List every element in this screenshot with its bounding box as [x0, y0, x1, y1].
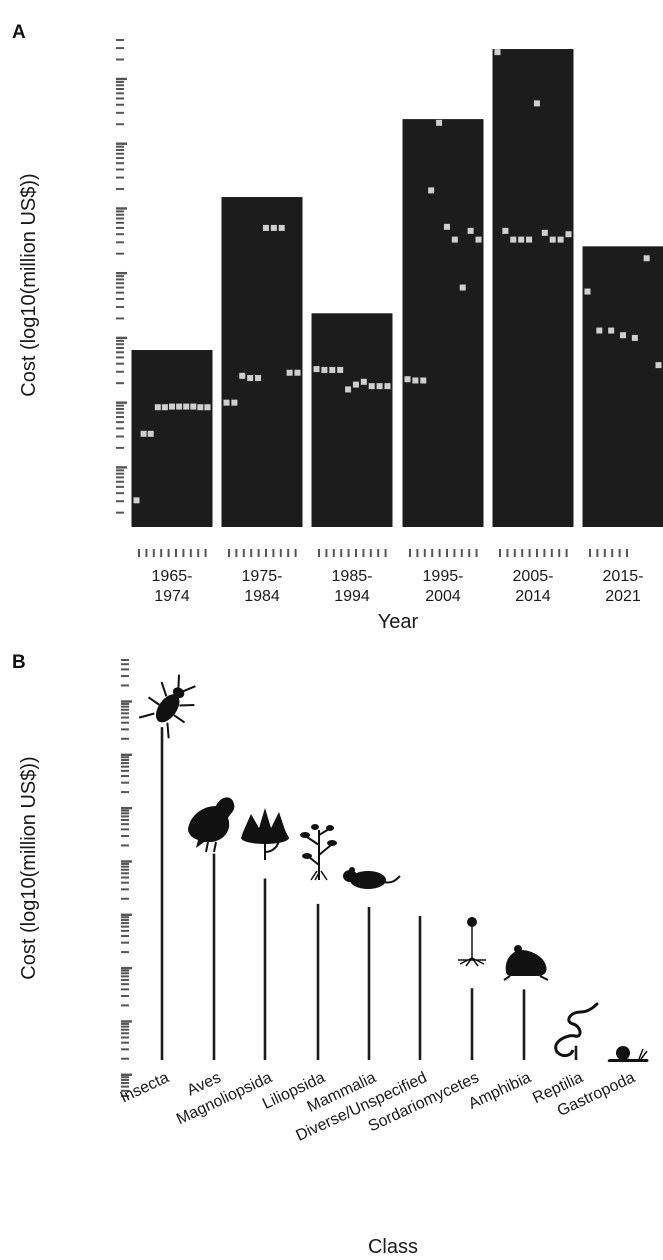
- data-point: [631, 334, 638, 341]
- panel-b-x-tick-labels: Insecta AvesMagnoliopsidaLiliopsidaMammal…: [118, 1069, 638, 1145]
- data-point: [140, 430, 147, 437]
- panel-a-xlabel: Year: [378, 611, 419, 633]
- data-point: [169, 403, 175, 410]
- panel-b-ylabel: Cost (log10(million US$)): [18, 756, 40, 979]
- data-point: [231, 399, 238, 406]
- data-point: [549, 236, 556, 243]
- data-point: [443, 223, 450, 230]
- x-tick-label: 2005-2014: [513, 568, 554, 605]
- data-point: [526, 236, 533, 243]
- data-point: [404, 376, 411, 383]
- data-point: [420, 377, 427, 384]
- lily-plant-icon: [300, 824, 337, 881]
- data-point: [270, 224, 277, 231]
- data-point: [533, 100, 540, 107]
- data-point: [197, 404, 204, 411]
- panel-a-minor-ticks: [116, 39, 127, 514]
- x-tick-label: 1995-2004: [423, 568, 464, 605]
- data-point: [376, 383, 383, 390]
- data-point: [161, 404, 168, 411]
- data-point: [294, 369, 301, 376]
- x-tick-label: 2015-2021: [603, 568, 644, 605]
- bar-1: [221, 197, 303, 527]
- pigeon-icon: [188, 797, 235, 853]
- panel-a-x-tick-labels: 1965-1974 1975-1984 1985-1994 1995-2004 2005…: [138, 549, 644, 605]
- data-point: [183, 403, 190, 410]
- panel-a-label: A: [12, 22, 26, 43]
- data-point: [428, 187, 435, 194]
- data-point: [204, 404, 211, 411]
- data-point: [510, 236, 517, 243]
- flower-icon: [241, 808, 289, 860]
- data-point: [321, 366, 328, 373]
- rodent-icon: [343, 867, 401, 889]
- x-tick-label: 1985-1994: [332, 568, 373, 605]
- x-tick-label: 1965-1974: [152, 568, 193, 605]
- data-point: [565, 231, 572, 238]
- data-point: [360, 378, 367, 385]
- data-point: [286, 369, 293, 376]
- bar-2: [311, 313, 393, 527]
- data-point: [247, 375, 254, 382]
- data-point: [147, 430, 154, 437]
- panel-a: A 1965-1974 1975-1984 1985-1994 1995-2004 20…: [12, 22, 663, 633]
- data-point: [313, 366, 320, 373]
- data-point: [337, 366, 344, 373]
- data-point: [239, 372, 246, 379]
- panel-b: B: [12, 652, 649, 1258]
- snake-icon: [554, 1002, 599, 1058]
- data-point: [541, 229, 548, 236]
- bar-5: [582, 246, 663, 527]
- data-point: [451, 236, 458, 243]
- data-point: [475, 236, 482, 243]
- beetle-icon: [138, 674, 196, 739]
- panel-b-icons: [138, 674, 649, 1062]
- data-point: [643, 255, 650, 262]
- data-point: [584, 288, 591, 295]
- frog-icon: [503, 945, 549, 981]
- data-point: [278, 224, 285, 231]
- data-point: [557, 236, 564, 243]
- panel-b-minor-ticks: [121, 659, 132, 1097]
- data-point: [262, 224, 269, 231]
- bar-4: [492, 49, 574, 527]
- data-point: [255, 375, 262, 382]
- x-tick-label: 1975-1984: [242, 568, 283, 605]
- panel-b-label: B: [12, 652, 26, 673]
- fungus-icon: [458, 917, 486, 967]
- data-point: [494, 49, 501, 56]
- data-point: [329, 366, 336, 373]
- data-point: [655, 362, 662, 369]
- data-point: [133, 497, 140, 504]
- panel-b-xlabel: Class: [368, 1236, 418, 1258]
- data-point: [596, 327, 603, 334]
- data-point: [345, 386, 352, 393]
- panel-a-ylabel: Cost (log10(million US$)): [18, 173, 40, 396]
- data-point: [190, 403, 197, 410]
- data-point: [620, 332, 626, 339]
- data-point: [436, 119, 443, 126]
- data-point: [467, 227, 474, 234]
- data-point: [352, 381, 359, 388]
- snail-icon: [607, 1046, 649, 1062]
- data-point: [412, 377, 419, 384]
- data-point: [154, 404, 161, 411]
- panel-b-stems: [160, 727, 630, 1060]
- data-point: [384, 383, 391, 390]
- data-point: [608, 327, 615, 334]
- data-point: [368, 383, 375, 390]
- panel-a-points: [133, 49, 662, 504]
- data-point: [502, 227, 509, 234]
- bar-0: [131, 350, 213, 527]
- bar-3: [402, 119, 484, 528]
- data-point: [518, 236, 525, 243]
- data-point: [223, 399, 230, 406]
- data-point: [176, 403, 183, 410]
- data-point: [459, 284, 466, 291]
- panel-a-bars: [131, 49, 663, 528]
